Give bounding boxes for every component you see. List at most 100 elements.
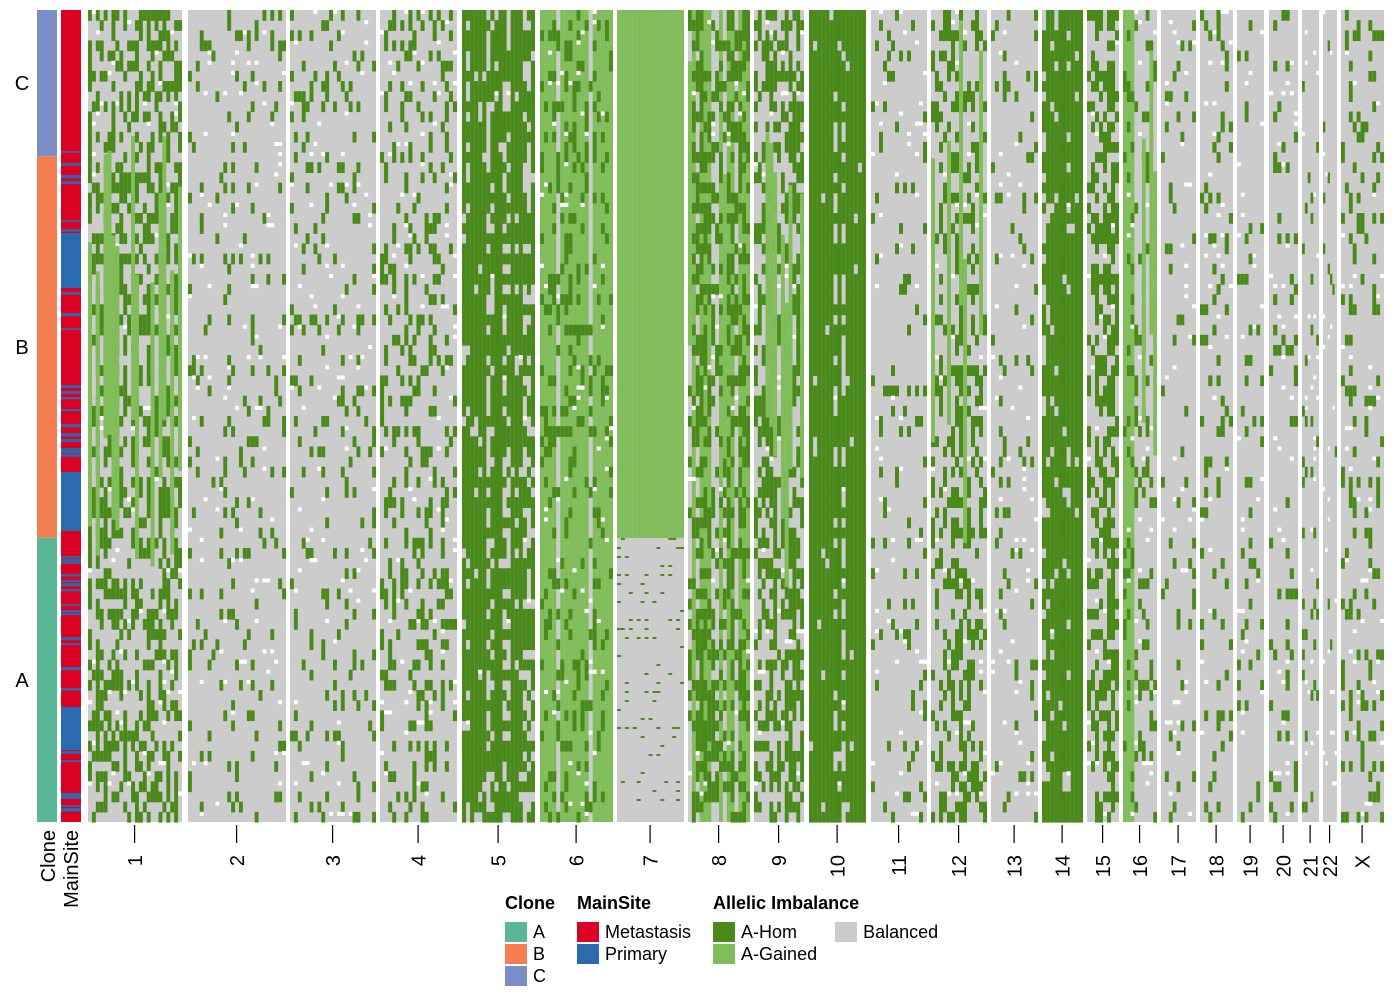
ai-gap-seg: [99, 426, 104, 431]
ai-gap-seg: [207, 60, 212, 65]
ai-ahom-seg: [478, 40, 483, 52]
ai-ahom-seg: [482, 405, 487, 417]
ai-ahom-seg: [498, 700, 503, 711]
ai-ahom-seg: [784, 801, 789, 813]
ai-ahom-seg: [510, 730, 515, 742]
ai-ahom-seg: [146, 223, 151, 234]
ai-ahom-seg: [384, 253, 389, 265]
chromosome-label-2: 2: [227, 855, 249, 866]
ai-ahom-seg: [757, 405, 762, 417]
ai-ahom-seg: [107, 659, 112, 671]
ai-ahom-seg: [506, 568, 511, 579]
ai-ahom-seg: [340, 314, 345, 326]
ai-again-seg: [115, 245, 120, 531]
ai-ahom-seg: [510, 426, 515, 437]
ai-ahom-seg: [170, 608, 175, 620]
ai-gap-seg: [604, 466, 609, 471]
ai-gap-seg: [301, 405, 306, 410]
ai-ahom-seg: [522, 740, 527, 752]
ai-ahom-seg: [742, 20, 747, 31]
ai-ahom-seg: [486, 365, 491, 376]
ai-ahom-seg: [809, 365, 814, 376]
ai-ahom-seg: [123, 578, 128, 590]
ai-ahom-seg: [796, 659, 801, 671]
ai-ahom-seg: [119, 527, 124, 539]
ai-ahom-seg: [474, 527, 479, 539]
ai-gap-seg: [313, 10, 318, 15]
ai-ahom-seg: [726, 334, 731, 346]
ai-ahom-seg: [91, 253, 96, 265]
ai-ahom-seg: [518, 385, 523, 397]
ai-ahom-seg: [796, 355, 801, 366]
ai-gap-seg: [715, 324, 719, 329]
ai-ahom-seg: [250, 750, 255, 762]
ai-ahom-seg: [282, 466, 286, 478]
ai-ahom-seg: [738, 162, 743, 173]
ai-ahom-seg: [757, 466, 762, 478]
ai-gap-seg: [408, 233, 413, 238]
ai-gap-seg: [166, 202, 171, 207]
ai-ahom-seg: [707, 243, 712, 255]
ai-ahom-seg: [95, 710, 100, 722]
ai-ahom-seg: [757, 507, 762, 519]
ai-ahom-seg: [424, 284, 429, 295]
ai-ahom-seg: [482, 10, 487, 21]
ai-ahom-seg: [809, 446, 814, 458]
ai-gap-seg: [444, 233, 449, 238]
ai-ahom-seg: [777, 801, 781, 813]
ai-ahom-seg: [809, 466, 814, 478]
ai-ahom-seg: [510, 253, 515, 265]
ai-ahom-seg: [518, 446, 523, 458]
ai-ahom-seg: [482, 527, 487, 539]
ai-again-col: [719, 10, 723, 822]
ai-ahom-seg: [800, 750, 804, 762]
ai-ahom-seg: [564, 304, 569, 316]
ai-ahom-seg: [131, 740, 135, 752]
ai-ahom-seg: [518, 10, 523, 21]
ai-ahom-seg: [188, 365, 192, 376]
ai-ahom-seg: [420, 781, 425, 793]
ai-ahom-seg: [146, 30, 151, 42]
ai-ahom-seg: [792, 294, 797, 305]
ai-ahom-seg: [560, 101, 565, 113]
ai-ahom-seg: [436, 50, 441, 62]
ai-ahom-seg: [246, 405, 251, 417]
ai-ahom-seg: [564, 801, 569, 813]
ai-ahom-seg: [325, 81, 330, 92]
ai-gap-seg: [231, 710, 236, 715]
ai-ahom-seg: [780, 710, 785, 722]
ai-ahom-seg: [502, 740, 507, 752]
ai-ahom-seg: [518, 649, 523, 661]
ai-ahom-seg: [333, 304, 337, 316]
ai-ahom-seg: [396, 426, 401, 437]
ai-ahom-seg: [412, 202, 417, 214]
ai-ahom-seg: [146, 547, 151, 559]
ai-ahom-seg: [103, 537, 108, 549]
ai-ahom-seg: [719, 365, 723, 376]
ai-ahom-seg: [580, 324, 585, 336]
ai-ahom-seg: [792, 700, 797, 711]
ai-ahom-seg: [719, 162, 723, 173]
ai-ahom-seg: [482, 182, 487, 194]
ai-ahom-seg: [699, 649, 704, 661]
ai-ahom-seg: [166, 608, 171, 620]
ai-ahom-seg: [526, 91, 531, 102]
ai-ahom-seg: [309, 446, 314, 458]
ai-ahom-seg: [796, 263, 801, 275]
ai-ahom-seg: [416, 740, 421, 752]
ai-ahom-seg: [699, 182, 704, 194]
ai-ahom-seg: [620, 781, 625, 783]
ai-gap-seg: [262, 30, 267, 35]
ai-ahom-seg: [530, 476, 535, 488]
ai-again-col: [600, 10, 605, 822]
ai-ahom-seg: [494, 669, 499, 681]
ai-ahom-seg: [518, 121, 523, 133]
ai-ahom-seg: [711, 497, 716, 508]
chromosome-tick-2: [236, 825, 238, 843]
ai-ahom-seg: [784, 740, 789, 752]
ai-ahom-seg: [722, 619, 727, 630]
ai-ahom-seg: [726, 294, 731, 305]
ai-ahom-seg: [368, 720, 373, 732]
ai-ahom-seg: [131, 446, 135, 458]
